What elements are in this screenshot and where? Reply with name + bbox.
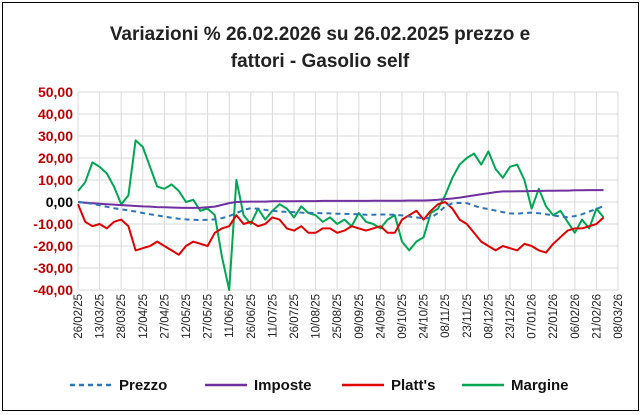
x-tick-label: 25/08/25: [332, 294, 344, 339]
legend-label: Imposte: [254, 377, 312, 394]
y-tick-label: 40,00: [38, 106, 73, 122]
x-tick-label: 10/08/25: [311, 294, 323, 339]
x-tick-label: 26/06/25: [246, 294, 258, 339]
x-tick-label: 09/10/25: [397, 294, 409, 339]
chart-title-line-1: Variazioni % 26.02.2026 su 26.02.2025 pr…: [110, 24, 530, 45]
y-tick-label: 0,00: [46, 194, 73, 210]
y-tick-label: 50,00: [38, 84, 73, 100]
y-tick-label: -40,00: [33, 282, 73, 298]
x-tick-label: 12/04/25: [138, 294, 150, 339]
series-line-prezzo: [77, 201, 604, 221]
y-tick-label: -10,00: [33, 216, 73, 232]
chart-title-line-2: fattori - Gasolio self: [231, 51, 410, 72]
x-tick-label: 11/07/25: [267, 294, 279, 338]
x-tick-label: 26/02/25: [73, 294, 85, 339]
x-tick-label: 08/03/26: [613, 294, 625, 339]
x-tick-label: 28/03/25: [116, 294, 128, 339]
y-tick-label: -20,00: [33, 238, 73, 254]
series-line-platts: [77, 201, 605, 256]
series-line-imposte: [77, 189, 604, 209]
x-tick-label: 22/01/26: [548, 294, 560, 339]
x-axis-ticks: 26/02/25 13/03/25 28/03/25 12/04/25 27/04/25…: [73, 294, 625, 339]
x-tick-label: 26/07/25: [289, 294, 301, 339]
x-tick-label: 23/12/25: [505, 294, 517, 339]
series-lines: [77, 139, 605, 291]
legend: Prezzo Imposte Platt's Margine: [70, 377, 569, 394]
y-tick-label: -30,00: [33, 260, 73, 276]
y-tick-label: 10,00: [38, 172, 73, 188]
x-tick-label: 08/11/25: [440, 294, 452, 338]
x-tick-label: 23/11/25: [462, 294, 474, 338]
x-tick-label: 21/02/26: [591, 294, 603, 339]
x-tick-label: 09/09/25: [354, 294, 366, 339]
y-tick-label: 30,00: [38, 128, 73, 144]
x-tick-label: 27/04/25: [159, 294, 171, 339]
x-tick-label: 08/12/25: [483, 294, 495, 339]
x-tick-label: 24/10/25: [419, 294, 431, 339]
legend-label: Margine: [511, 377, 569, 394]
x-tick-label: 07/01/26: [527, 294, 539, 339]
x-tick-label: 27/05/25: [203, 294, 215, 339]
x-tick-label: 13/03/25: [95, 294, 107, 339]
y-axis-ticks: 50,00 40,00 30,00 20,00 10,00 0,00 -10,00 -20,0…: [33, 84, 73, 298]
x-tick-label: 24/09/25: [375, 294, 387, 339]
x-tick-label: 06/02/26: [570, 294, 582, 339]
legend-label: Platt's: [391, 377, 435, 394]
x-tick-label: 11/06/25: [224, 294, 236, 338]
x-tick-label: 12/05/25: [181, 294, 193, 339]
y-tick-label: 20,00: [38, 150, 73, 166]
legend-label: Prezzo: [119, 377, 167, 394]
series-line-margine: [77, 139, 605, 291]
